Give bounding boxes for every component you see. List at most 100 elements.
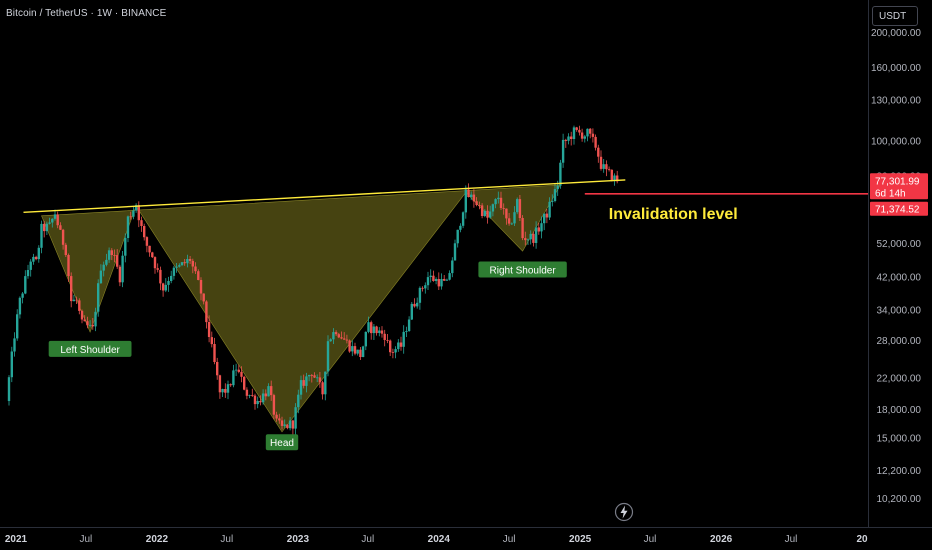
candle-body-39 bbox=[113, 255, 116, 256]
time-tick-11: Jul bbox=[785, 534, 798, 545]
candle-body-99 bbox=[275, 414, 278, 419]
candle-body-194 bbox=[532, 233, 535, 243]
candle-body-0 bbox=[7, 377, 11, 401]
candle-body-174 bbox=[478, 205, 481, 206]
candle-body-48 bbox=[137, 205, 140, 221]
candle-body-169 bbox=[464, 189, 467, 213]
candle-body-24 bbox=[72, 299, 76, 302]
current-price-tag bbox=[870, 173, 928, 200]
time-tick-8: 2025 bbox=[569, 534, 592, 545]
candle-body-91 bbox=[253, 395, 257, 405]
candle-body-138 bbox=[380, 330, 384, 334]
neckline-trendline[interactable] bbox=[23, 179, 626, 213]
annotation-box-1 bbox=[265, 434, 299, 451]
candle-body-82 bbox=[229, 384, 232, 386]
time-axis[interactable]: 2021 Jul 2022 Jul 2023 Jul 2024 Jul 2025 Jul 2026 J… bbox=[5, 534, 868, 545]
pattern-annotations: Left Shoulder Head Right Shoulder bbox=[48, 261, 567, 451]
candle-body-70 bbox=[197, 271, 200, 280]
candle-body-105 bbox=[291, 420, 295, 429]
candle-body-163 bbox=[448, 273, 451, 280]
currency-button[interactable]: USDT bbox=[872, 6, 918, 26]
candle-body-58 bbox=[164, 284, 167, 291]
candle-body-22 bbox=[67, 255, 70, 277]
candle-body-100 bbox=[278, 418, 281, 421]
candlestick-series bbox=[7, 125, 619, 436]
candle-body-85 bbox=[237, 369, 240, 372]
candle-body-27 bbox=[80, 310, 84, 320]
candle-body-33 bbox=[97, 283, 100, 312]
candle-body-126 bbox=[348, 340, 351, 352]
candle-body-29 bbox=[86, 321, 89, 326]
candle-body-214 bbox=[586, 128, 589, 137]
candle-body-151 bbox=[416, 302, 419, 307]
candle-body-40 bbox=[116, 255, 119, 267]
candle-body-31 bbox=[91, 324, 94, 327]
candle-body-218 bbox=[597, 147, 600, 157]
candle-body-167 bbox=[459, 225, 462, 230]
candle-body-224 bbox=[613, 175, 616, 181]
price-tick-6: 42,000.00 bbox=[877, 272, 922, 283]
candle-body-113 bbox=[313, 375, 316, 378]
candle-body-187 bbox=[513, 212, 516, 224]
candle-body-128 bbox=[353, 346, 357, 354]
candle-body-165 bbox=[453, 243, 457, 261]
candle-body-60 bbox=[170, 275, 173, 281]
candle-body-212 bbox=[580, 132, 584, 139]
candle-body-131 bbox=[361, 346, 365, 357]
candle-body-162 bbox=[445, 279, 449, 281]
candle-body-78 bbox=[218, 375, 222, 393]
candle-body-52 bbox=[148, 245, 151, 253]
candle-body-215 bbox=[589, 128, 592, 134]
candle-body-62 bbox=[175, 266, 178, 268]
candle-body-112 bbox=[310, 375, 313, 376]
candle-body-46 bbox=[132, 210, 135, 217]
lightning-bolt-icon[interactable] bbox=[614, 502, 634, 522]
candle-body-119 bbox=[329, 339, 332, 342]
candle-body-87 bbox=[243, 376, 246, 390]
candle-body-150 bbox=[413, 303, 416, 307]
annotation-box-2 bbox=[478, 261, 567, 278]
candle-body-176 bbox=[483, 210, 486, 216]
candle-body-121 bbox=[334, 332, 338, 335]
candle-body-123 bbox=[340, 337, 343, 339]
candle-body-223 bbox=[610, 169, 613, 181]
candle-body-148 bbox=[407, 319, 411, 331]
time-tick-5: Jul bbox=[361, 534, 374, 545]
candle-body-77 bbox=[216, 362, 219, 376]
chart-title: Bitcoin / TetherUS · 1W · BINANCE bbox=[6, 8, 167, 19]
candle-body-171 bbox=[470, 194, 473, 197]
price-tick-2: 130,000.00 bbox=[871, 95, 921, 106]
candle-body-104 bbox=[288, 420, 292, 429]
candle-body-56 bbox=[159, 269, 162, 284]
time-tick-10: 2026 bbox=[710, 534, 733, 545]
candle-body-25 bbox=[75, 299, 78, 301]
candle-body-18 bbox=[56, 214, 59, 226]
invalidation-price-tag bbox=[870, 201, 928, 216]
candle-body-199 bbox=[545, 213, 549, 218]
candle-body-190 bbox=[521, 218, 524, 239]
candle-body-11 bbox=[37, 247, 40, 260]
candle-body-153 bbox=[421, 287, 424, 289]
price-axis[interactable]: 200,000.00 160,000.00 130,000.00 100,000.00… bbox=[871, 28, 921, 505]
annotation-box-0 bbox=[48, 340, 132, 357]
candle-body-93 bbox=[259, 401, 262, 403]
candle-body-17 bbox=[53, 214, 57, 219]
candle-body-118 bbox=[326, 341, 330, 372]
candle-body-97 bbox=[270, 386, 273, 396]
candle-body-168 bbox=[461, 212, 465, 226]
candle-body-74 bbox=[207, 322, 211, 337]
candle-body-44 bbox=[126, 216, 130, 238]
candle-body-1 bbox=[10, 351, 13, 378]
candle-body-96 bbox=[267, 386, 270, 397]
candle-body-9 bbox=[32, 256, 35, 262]
candle-body-144 bbox=[397, 342, 400, 350]
current-price-countdown: 6d 14h bbox=[875, 188, 906, 199]
candle-body-149 bbox=[410, 303, 413, 320]
candle-body-136 bbox=[375, 326, 378, 334]
candle-body-154 bbox=[424, 285, 427, 289]
candle-body-179 bbox=[491, 204, 495, 212]
time-tick-12: 20 bbox=[856, 534, 868, 545]
price-tick-1: 160,000.00 bbox=[871, 63, 921, 74]
